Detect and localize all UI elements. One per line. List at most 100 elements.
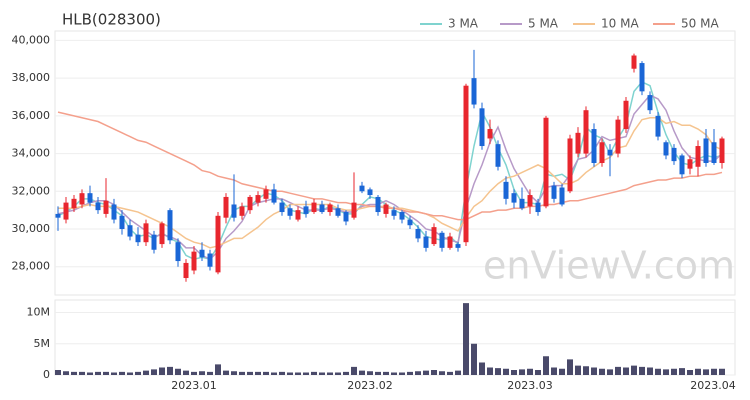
candle-body [95, 202, 101, 211]
volume-bar [63, 371, 69, 375]
candle-body [127, 225, 133, 237]
candle-body [567, 138, 573, 192]
volume-bar [447, 371, 453, 375]
legend-label: 50 MA [681, 17, 719, 31]
volume-bar [111, 372, 117, 375]
volume-bar [263, 371, 269, 375]
volume-bar [191, 371, 197, 375]
volume-bar [287, 372, 293, 375]
candle-body [615, 119, 621, 154]
candle-body [367, 189, 373, 196]
volume-bar [679, 368, 685, 375]
candle-body [327, 204, 333, 213]
volume-bar [167, 366, 173, 375]
volume-bar [575, 365, 581, 375]
volume-bar [599, 368, 605, 375]
volume-bar [231, 371, 237, 375]
candle-body [399, 212, 405, 220]
candle-body [487, 129, 493, 139]
x-tick-label: 2023.02 [347, 379, 393, 392]
volume-bar [271, 372, 277, 375]
volume-bar [319, 372, 325, 375]
candle-body [535, 202, 541, 213]
volume-bar [159, 367, 165, 375]
volume-bar [391, 372, 397, 375]
candle-body [455, 244, 461, 248]
volume-bar [303, 372, 309, 375]
volume-bar [471, 343, 477, 375]
candle-body [415, 229, 421, 239]
y-tick-label: 0 [43, 368, 50, 381]
candle-body [375, 196, 381, 213]
candle-body [543, 117, 549, 207]
candle-body [231, 204, 237, 218]
volume-bar [671, 368, 677, 375]
candle-body [439, 232, 445, 248]
volume-bar [455, 370, 461, 375]
candle-body [335, 208, 341, 216]
candle-body [359, 185, 365, 192]
volume-bar [623, 367, 629, 375]
candle-body [583, 110, 589, 154]
ma-line [57, 111, 723, 221]
y-tick-label: 30,000 [12, 222, 51, 235]
y-tick-label: 38,000 [12, 71, 51, 84]
candle-body [55, 213, 61, 218]
candle-body [207, 253, 213, 267]
y-tick-label: 5M [34, 337, 51, 350]
candle-body [287, 208, 293, 216]
candle-body [87, 193, 93, 203]
volume-bar [663, 369, 669, 375]
candle-body [519, 198, 525, 209]
volume-bar [423, 370, 429, 375]
volume-bar [407, 371, 413, 375]
candle-body [719, 138, 725, 163]
volume-bar [527, 368, 533, 375]
volume-bar [431, 370, 437, 375]
volume-bar [87, 372, 93, 375]
candle-body [319, 204, 325, 213]
candle-body [351, 202, 357, 218]
candle-body [303, 206, 309, 214]
candle-body [431, 227, 437, 245]
candle-body [407, 219, 413, 226]
volume-bar [247, 371, 253, 375]
candle-body [383, 204, 389, 214]
candle-body [679, 155, 685, 175]
candle-body [711, 142, 717, 163]
candle-body [247, 196, 253, 211]
volume-bar [543, 356, 549, 375]
volume-bar [71, 371, 77, 375]
legend-label: 10 MA [601, 17, 639, 31]
candle-body [119, 215, 125, 229]
candle-body [655, 115, 661, 137]
candle-body [703, 138, 709, 163]
candle-body [527, 195, 533, 207]
volume-bar [327, 372, 333, 375]
candle-body [647, 95, 653, 111]
legend-label: 3 MA [448, 17, 479, 31]
candle-body [687, 159, 693, 169]
candle-body [391, 210, 397, 216]
y-tick-label: 34,000 [12, 147, 51, 160]
volume-bar [495, 368, 501, 375]
volume-bar [479, 362, 485, 375]
volume-bar [55, 370, 61, 375]
volume-bar [175, 368, 181, 375]
volume-bar [367, 371, 373, 375]
candle-body [423, 236, 429, 248]
volume-bar [295, 372, 301, 375]
volume-bar [567, 359, 573, 375]
volume-bar [647, 367, 653, 375]
volume-bar [375, 371, 381, 375]
y-tick-label: 10M [27, 306, 51, 319]
price-panel [54, 30, 736, 296]
candle-body [639, 63, 645, 92]
volume-bar [559, 368, 565, 375]
candle-body [623, 100, 629, 130]
volume-bar [223, 370, 229, 375]
candle-body [503, 181, 509, 199]
candle-body [175, 242, 181, 262]
candle-body [559, 187, 565, 205]
